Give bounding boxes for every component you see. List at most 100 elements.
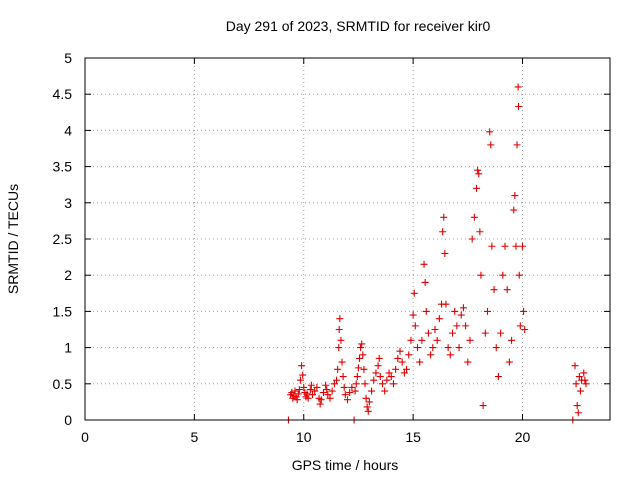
data-point <box>295 386 303 394</box>
data-point <box>409 311 417 319</box>
data-point <box>492 344 500 352</box>
data-point <box>334 365 342 373</box>
data-point <box>339 373 347 381</box>
x-tick-label: 10 <box>296 429 312 445</box>
data-point <box>293 396 301 404</box>
data-point <box>439 228 447 236</box>
data-point <box>333 376 341 384</box>
data-point <box>351 387 359 395</box>
data-point <box>435 315 443 323</box>
data-point <box>464 358 472 366</box>
data-points <box>284 83 590 424</box>
data-point <box>576 387 584 395</box>
data-point <box>365 398 373 406</box>
data-point <box>387 373 395 381</box>
data-point <box>453 322 461 330</box>
data-point <box>457 311 465 319</box>
data-point <box>573 402 581 410</box>
data-point <box>294 390 302 398</box>
data-point <box>484 307 491 315</box>
data-point <box>291 387 299 395</box>
data-point <box>475 170 483 178</box>
x-axis: 0 5 10 15 20 <box>81 58 530 445</box>
x-tick-label: 20 <box>515 429 531 445</box>
data-point <box>362 394 370 402</box>
data-point <box>303 390 311 398</box>
data-point <box>364 407 372 415</box>
data-point <box>514 83 522 91</box>
y-tick-label: 0.5 <box>53 376 73 392</box>
data-point <box>383 376 391 384</box>
data-point <box>421 278 429 286</box>
data-point <box>497 329 505 337</box>
data-point <box>513 141 521 149</box>
data-point <box>319 388 327 396</box>
data-point <box>309 391 316 399</box>
data-point <box>323 386 331 394</box>
data-point <box>368 387 376 395</box>
data-point <box>459 304 467 312</box>
data-point <box>420 260 428 268</box>
data-point <box>372 369 380 377</box>
data-point <box>396 347 404 355</box>
data-point <box>296 376 304 384</box>
data-point <box>476 228 484 236</box>
data-point <box>353 373 361 381</box>
data-point <box>379 380 386 388</box>
data-point <box>358 340 366 348</box>
chart-title: Day 291 of 2023, SRMTID for receiver kir… <box>226 18 491 34</box>
data-point <box>481 329 489 337</box>
data-point <box>335 344 343 352</box>
data-point <box>330 380 338 388</box>
x-tick-label: 15 <box>405 429 421 445</box>
data-point <box>352 380 360 388</box>
data-point <box>324 391 332 399</box>
x-tick-label: 0 <box>81 429 89 445</box>
data-point <box>337 336 345 344</box>
data-point <box>300 383 308 391</box>
data-point <box>392 365 400 373</box>
y-axis-label: SRMTID / TECUs <box>5 184 21 294</box>
data-point <box>571 362 579 370</box>
data-point <box>449 329 456 337</box>
data-point <box>424 329 432 337</box>
data-point <box>389 380 397 388</box>
data-point <box>398 358 406 366</box>
x-tick-label: 5 <box>190 429 198 445</box>
data-point <box>348 383 356 391</box>
data-point <box>499 271 507 279</box>
data-point <box>360 365 368 373</box>
data-point <box>580 369 588 377</box>
data-point <box>501 242 509 250</box>
data-point <box>299 371 307 379</box>
data-point <box>516 322 524 330</box>
data-point <box>346 388 354 396</box>
data-point <box>306 386 314 394</box>
y-tick-label: 5 <box>64 50 72 66</box>
data-point <box>487 141 495 149</box>
y-tick-label: 1.5 <box>53 303 73 319</box>
data-point <box>477 271 485 279</box>
data-point <box>479 402 487 410</box>
data-point <box>520 307 528 315</box>
data-point <box>298 362 306 370</box>
data-point <box>510 206 518 214</box>
data-point <box>440 213 448 221</box>
data-point <box>376 373 384 381</box>
data-point <box>503 286 511 294</box>
data-point <box>361 380 369 388</box>
data-point <box>311 387 319 395</box>
data-point <box>429 344 437 352</box>
data-point <box>494 373 502 381</box>
data-point <box>394 354 402 362</box>
data-point <box>444 344 452 352</box>
y-tick-label: 0 <box>64 412 72 428</box>
data-point <box>375 354 383 362</box>
data-point <box>442 300 450 308</box>
data-point <box>422 307 430 315</box>
data-point <box>288 388 296 396</box>
data-point <box>338 358 346 366</box>
data-point <box>335 326 343 333</box>
data-point <box>357 344 365 352</box>
data-point <box>474 166 482 174</box>
